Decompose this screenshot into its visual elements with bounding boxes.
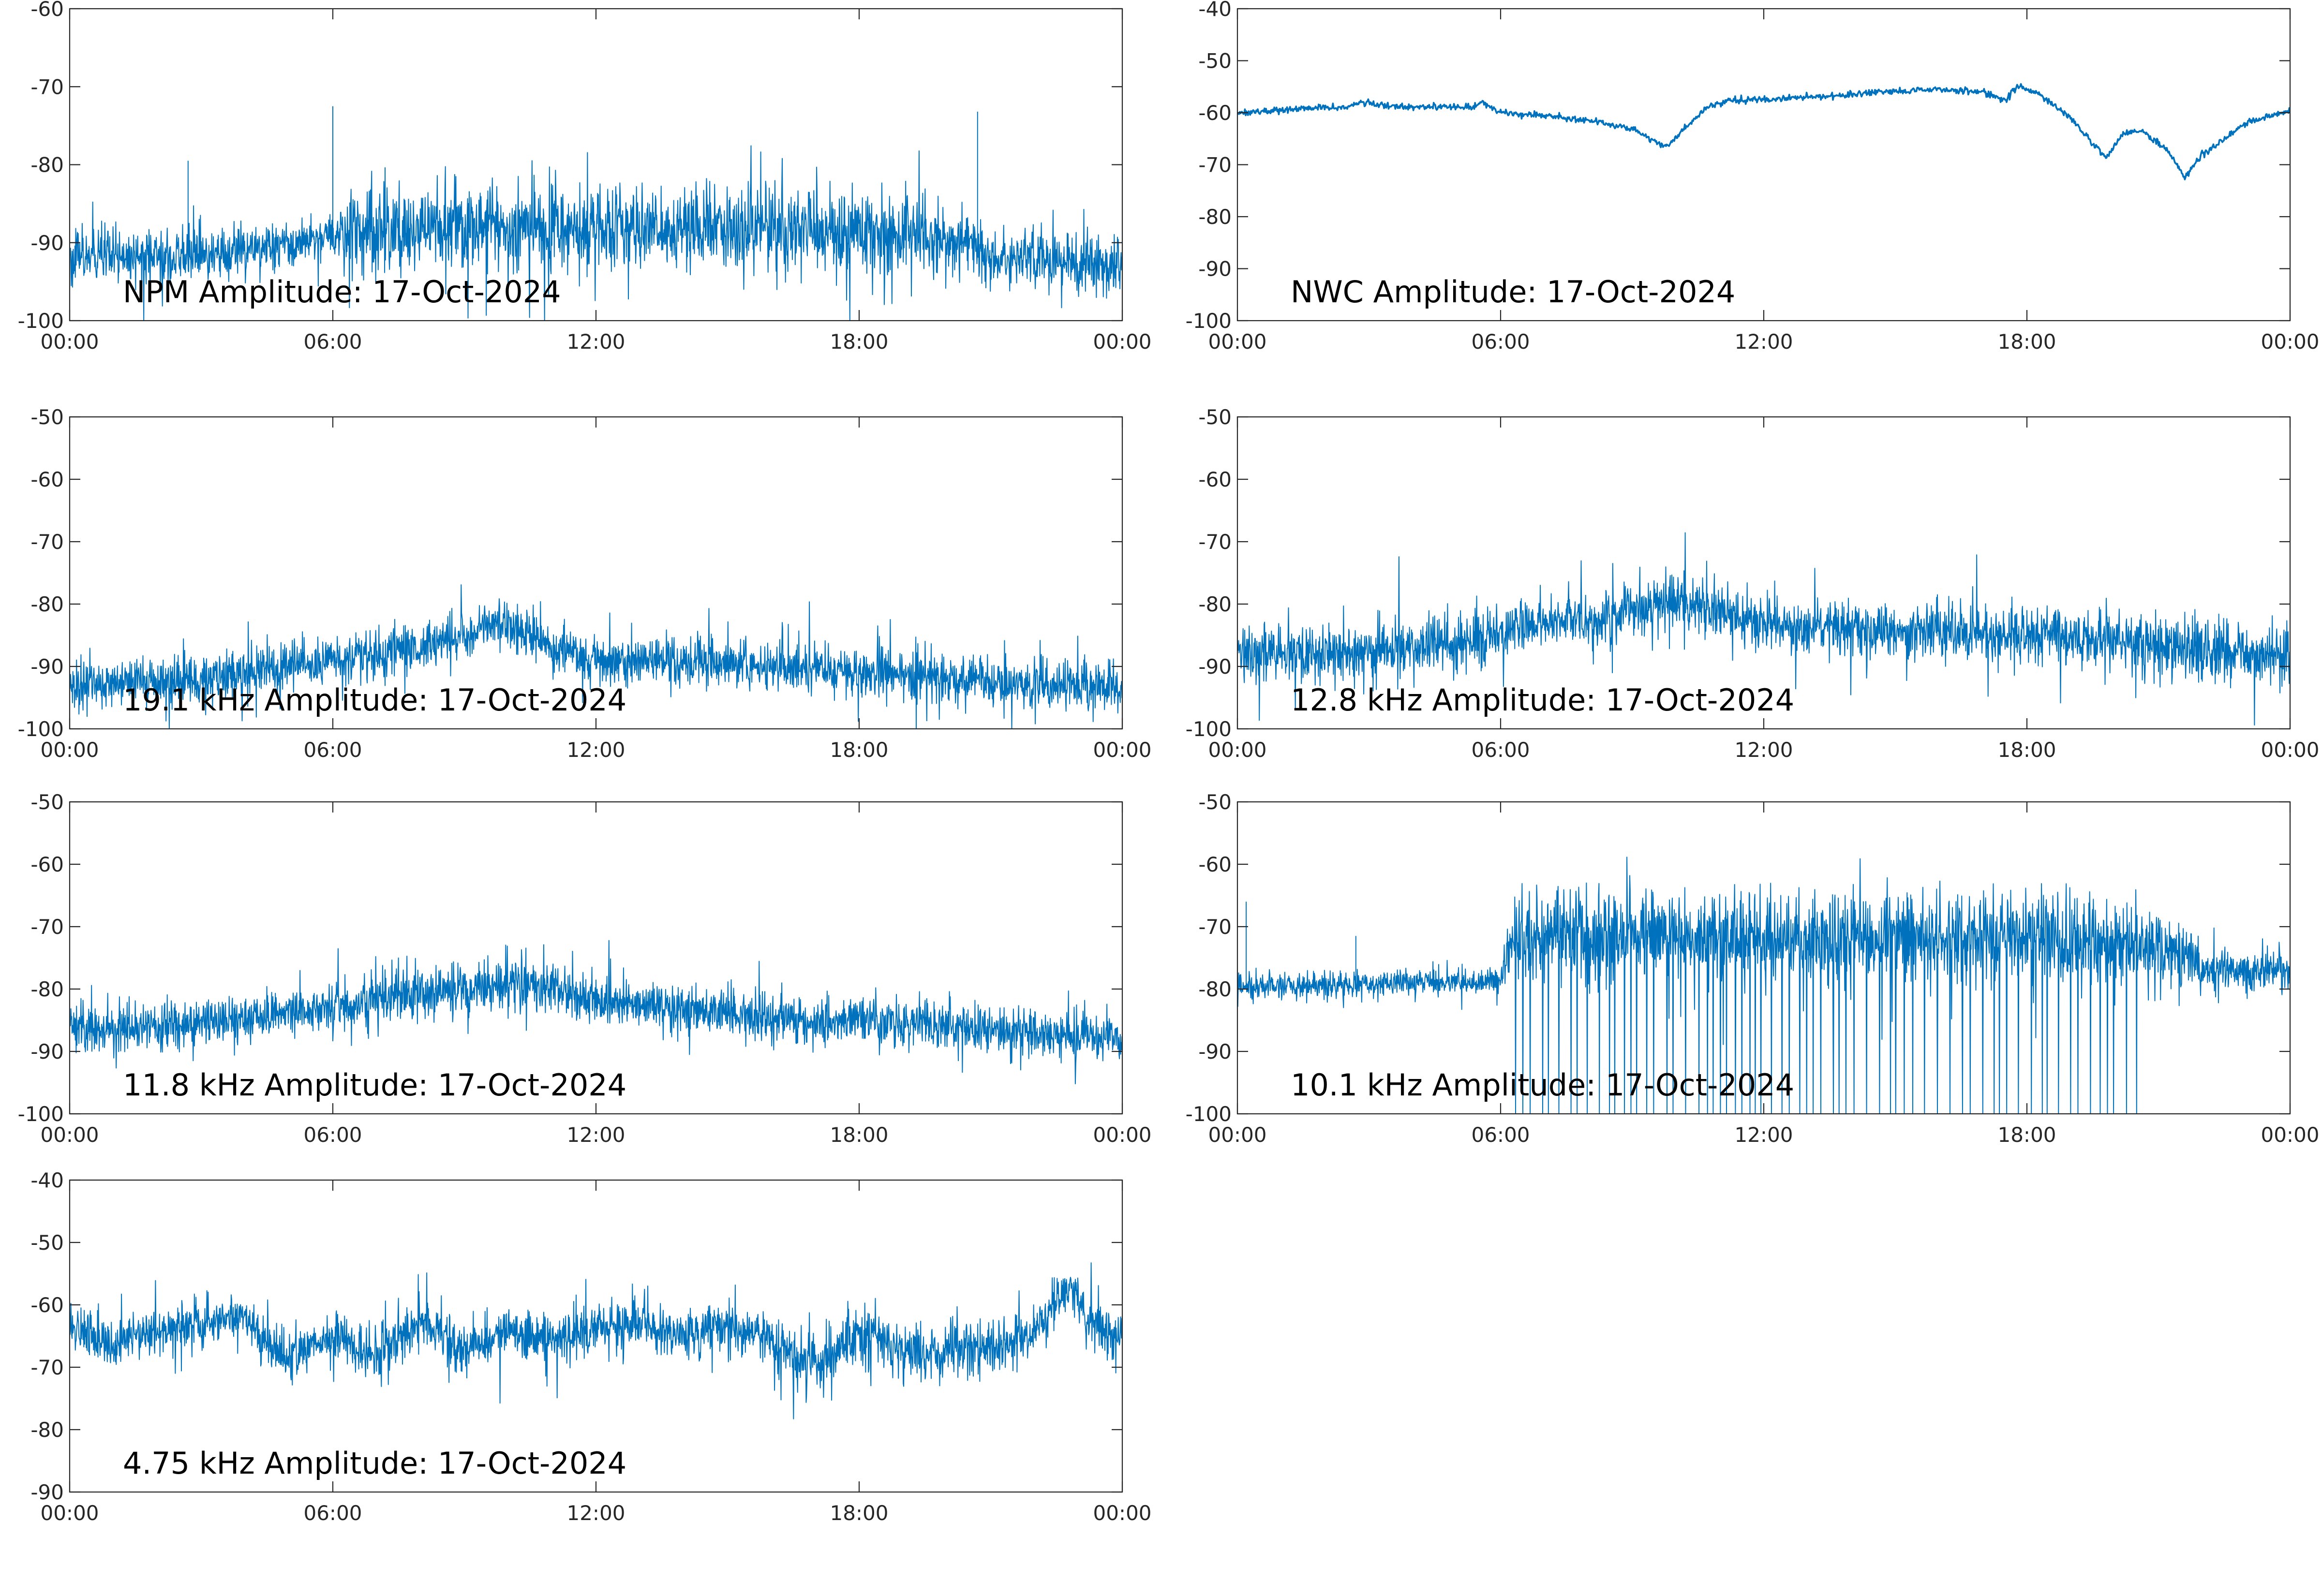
series-line [1237, 857, 2290, 1114]
y-tick-label: -50 [1198, 405, 1232, 429]
x-tick-label: 06:00 [1471, 330, 1530, 354]
y-tick-label: -70 [30, 1356, 64, 1379]
y-tick-label: -80 [30, 977, 64, 1001]
y-tick-label: -100 [1186, 717, 1232, 741]
x-tick-label: 18:00 [1997, 1123, 2056, 1147]
y-tick-label: -80 [1198, 592, 1232, 616]
y-tick-label: -90 [30, 231, 64, 255]
x-tick-label: 00:00 [1208, 738, 1266, 762]
y-tick-label: -70 [30, 915, 64, 939]
y-tick-label: -90 [30, 655, 64, 679]
y-tick-label: -60 [30, 0, 64, 21]
y-tick-label: -80 [30, 153, 64, 177]
x-tick-label: 12:00 [566, 1123, 625, 1147]
panel-title: 11.8 kHz Amplitude: 17-Oct-2024 [123, 1067, 626, 1103]
x-tick-label: 00:00 [1093, 1123, 1151, 1147]
y-tick-label: -80 [1198, 977, 1232, 1001]
x-tick-label: 00:00 [2261, 738, 2319, 762]
x-tick-label: 00:00 [40, 1501, 99, 1525]
y-tick-label: -90 [30, 1480, 64, 1504]
y-tick-label: -50 [1198, 49, 1232, 73]
series-line [1237, 83, 2290, 180]
x-tick-label: 06:00 [303, 1501, 362, 1525]
x-tick-label: 12:00 [566, 330, 625, 354]
y-tick-label: -60 [30, 1293, 64, 1317]
y-tick-label: -50 [1198, 790, 1232, 814]
y-tick-label: -90 [1198, 257, 1232, 281]
x-tick-label: 12:00 [1734, 738, 1793, 762]
y-tick-label: -90 [30, 1040, 64, 1064]
x-tick-label: 00:00 [1208, 330, 1266, 354]
y-tick-label: -60 [30, 468, 64, 491]
y-tick-label: -50 [30, 405, 64, 429]
y-tick-label: -50 [30, 1231, 64, 1255]
x-tick-label: 06:00 [303, 330, 362, 354]
y-tick-label: -100 [18, 309, 64, 333]
x-tick-label: 18:00 [1997, 330, 2056, 354]
y-tick-label: -70 [1198, 915, 1232, 939]
y-tick-label: -80 [30, 1418, 64, 1442]
x-tick-label: 06:00 [303, 738, 362, 762]
series-line [1237, 532, 2290, 726]
x-tick-label: 00:00 [40, 330, 99, 354]
panel-title: 12.8 kHz Amplitude: 17-Oct-2024 [1291, 682, 1794, 718]
series-line [70, 940, 1122, 1084]
series-line [70, 1262, 1122, 1419]
y-tick-label: -100 [18, 717, 64, 741]
x-tick-label: 12:00 [1734, 1123, 1793, 1147]
series-line [70, 106, 1122, 321]
y-tick-label: -90 [1198, 1040, 1232, 1064]
y-tick-label: -80 [30, 592, 64, 616]
x-tick-label: 18:00 [830, 1123, 888, 1147]
y-tick-label: -90 [1198, 655, 1232, 679]
x-tick-label: 18:00 [830, 330, 888, 354]
panel-title: 4.75 kHz Amplitude: 17-Oct-2024 [123, 1446, 626, 1481]
x-tick-label: 06:00 [1471, 738, 1530, 762]
y-tick-label: -40 [1198, 0, 1232, 21]
y-tick-label: -80 [1198, 205, 1232, 229]
y-tick-label: -100 [18, 1102, 64, 1126]
y-tick-label: -70 [1198, 153, 1232, 177]
x-tick-label: 18:00 [830, 1501, 888, 1525]
x-tick-label: 12:00 [566, 738, 625, 762]
x-tick-label: 00:00 [2261, 330, 2319, 354]
x-tick-label: 12:00 [1734, 330, 1793, 354]
panel-title: 19.1 kHz Amplitude: 17-Oct-2024 [123, 682, 626, 718]
x-tick-label: 06:00 [1471, 1123, 1530, 1147]
y-tick-label: -100 [1186, 309, 1232, 333]
y-tick-label: -100 [1186, 1102, 1232, 1126]
series-line [70, 584, 1122, 729]
panel-title: 10.1 kHz Amplitude: 17-Oct-2024 [1291, 1067, 1794, 1103]
y-tick-label: -50 [30, 790, 64, 814]
panel-title: NWC Amplitude: 17-Oct-2024 [1291, 274, 1735, 310]
y-tick-label: -60 [1198, 101, 1232, 125]
x-tick-label: 00:00 [1093, 330, 1151, 354]
x-tick-label: 00:00 [1093, 1501, 1151, 1525]
x-tick-label: 00:00 [40, 738, 99, 762]
x-tick-label: 18:00 [830, 738, 888, 762]
x-tick-label: 00:00 [2261, 1123, 2319, 1147]
x-tick-label: 12:00 [566, 1501, 625, 1525]
x-tick-label: 00:00 [1208, 1123, 1266, 1147]
panel-title: NPM Amplitude: 17-Oct-2024 [123, 274, 561, 310]
y-tick-label: -70 [30, 530, 64, 554]
x-tick-label: 06:00 [303, 1123, 362, 1147]
x-tick-label: 00:00 [40, 1123, 99, 1147]
y-tick-label: -60 [30, 853, 64, 876]
x-tick-label: 00:00 [1093, 738, 1151, 762]
y-tick-label: -60 [1198, 468, 1232, 491]
y-tick-label: -70 [30, 75, 64, 99]
y-tick-label: -70 [1198, 530, 1232, 554]
y-tick-label: -60 [1198, 853, 1232, 876]
y-tick-label: -40 [30, 1168, 64, 1192]
x-tick-label: 18:00 [1997, 738, 2056, 762]
